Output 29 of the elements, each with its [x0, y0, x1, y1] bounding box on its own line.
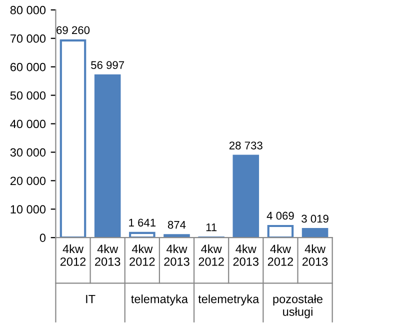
x-tick-label: IT	[86, 294, 96, 304]
data-label: 1 641	[129, 218, 156, 227]
data-label: 4 069	[266, 212, 294, 220]
data-label: 56 997	[91, 61, 124, 70]
y-tick-label: 80 000	[10, 6, 46, 14]
data-label: 11	[206, 223, 217, 232]
y-tick-label: 10 000	[10, 205, 46, 214]
y-tick-label: 60 000	[10, 62, 46, 72]
text: 4kw 2012	[130, 244, 155, 266]
x-tick-label: telematyka	[131, 294, 188, 306]
y-tick-label: 0	[40, 234, 46, 242]
y-tick-label: 20 000	[10, 176, 46, 186]
data-label: 69 260	[56, 26, 90, 34]
data-label: 3 019	[302, 214, 328, 223]
text: 4kw 2013	[233, 244, 259, 266]
text: 4kw 2013	[302, 244, 328, 266]
y-tick-label: 70 000	[10, 34, 46, 43]
text: 4kw 2012	[268, 244, 294, 266]
y-tick-label: 50 000	[10, 91, 46, 100]
series-label: 4kw 2013	[95, 244, 120, 266]
data-label: 874	[168, 220, 186, 229]
text: 4kw 2012	[198, 244, 224, 266]
x-tick-label: pozostałe usługi	[273, 294, 322, 318]
text: 4kw 2013	[164, 244, 190, 266]
x-tick-label: telemetryka	[198, 294, 260, 306]
y-tick-label: 40 000	[10, 120, 46, 128]
data-label: 28 733	[229, 142, 262, 150]
y-tick-label: 30 000	[10, 148, 46, 157]
series-label: 4kw 2012	[60, 244, 86, 266]
